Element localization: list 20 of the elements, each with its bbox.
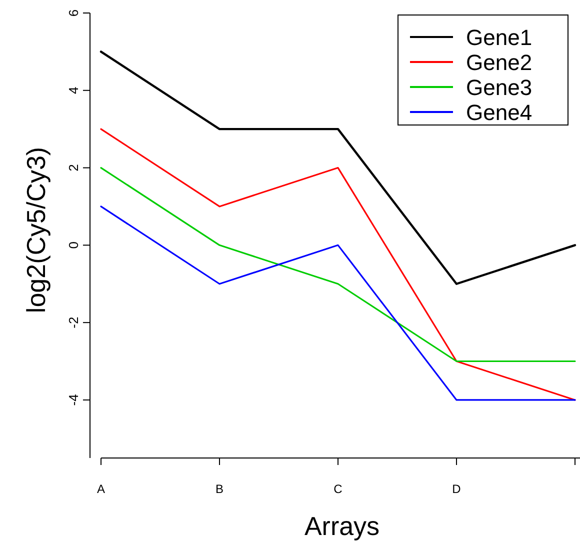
y-axis-title: log2(Cy5/Cy3): [21, 146, 51, 314]
line-series: [100, 50, 576, 285]
x-tick-label: B: [215, 482, 224, 496]
legend-label: Gene1: [466, 25, 532, 50]
y-tick-label: 4: [66, 86, 81, 94]
line-series: [100, 166, 576, 362]
x-tick-label: D: [452, 482, 462, 496]
x-tick-label: A: [96, 482, 106, 496]
y-tick-label: 6: [66, 9, 81, 17]
y-tick-label: 0: [66, 242, 81, 249]
x-tick-label: C: [334, 482, 343, 496]
legend-label: Gene2: [466, 50, 532, 75]
line-series: [100, 206, 576, 401]
legend-label: Gene3: [466, 75, 532, 100]
x-axis-title: Arrays: [304, 511, 380, 541]
y-tick-label: 2: [66, 164, 81, 172]
line-series: [100, 128, 576, 401]
y-tick-label: -2: [66, 316, 81, 328]
y-tick-label: -4: [66, 394, 81, 406]
legend-label: Gene4: [466, 100, 532, 125]
